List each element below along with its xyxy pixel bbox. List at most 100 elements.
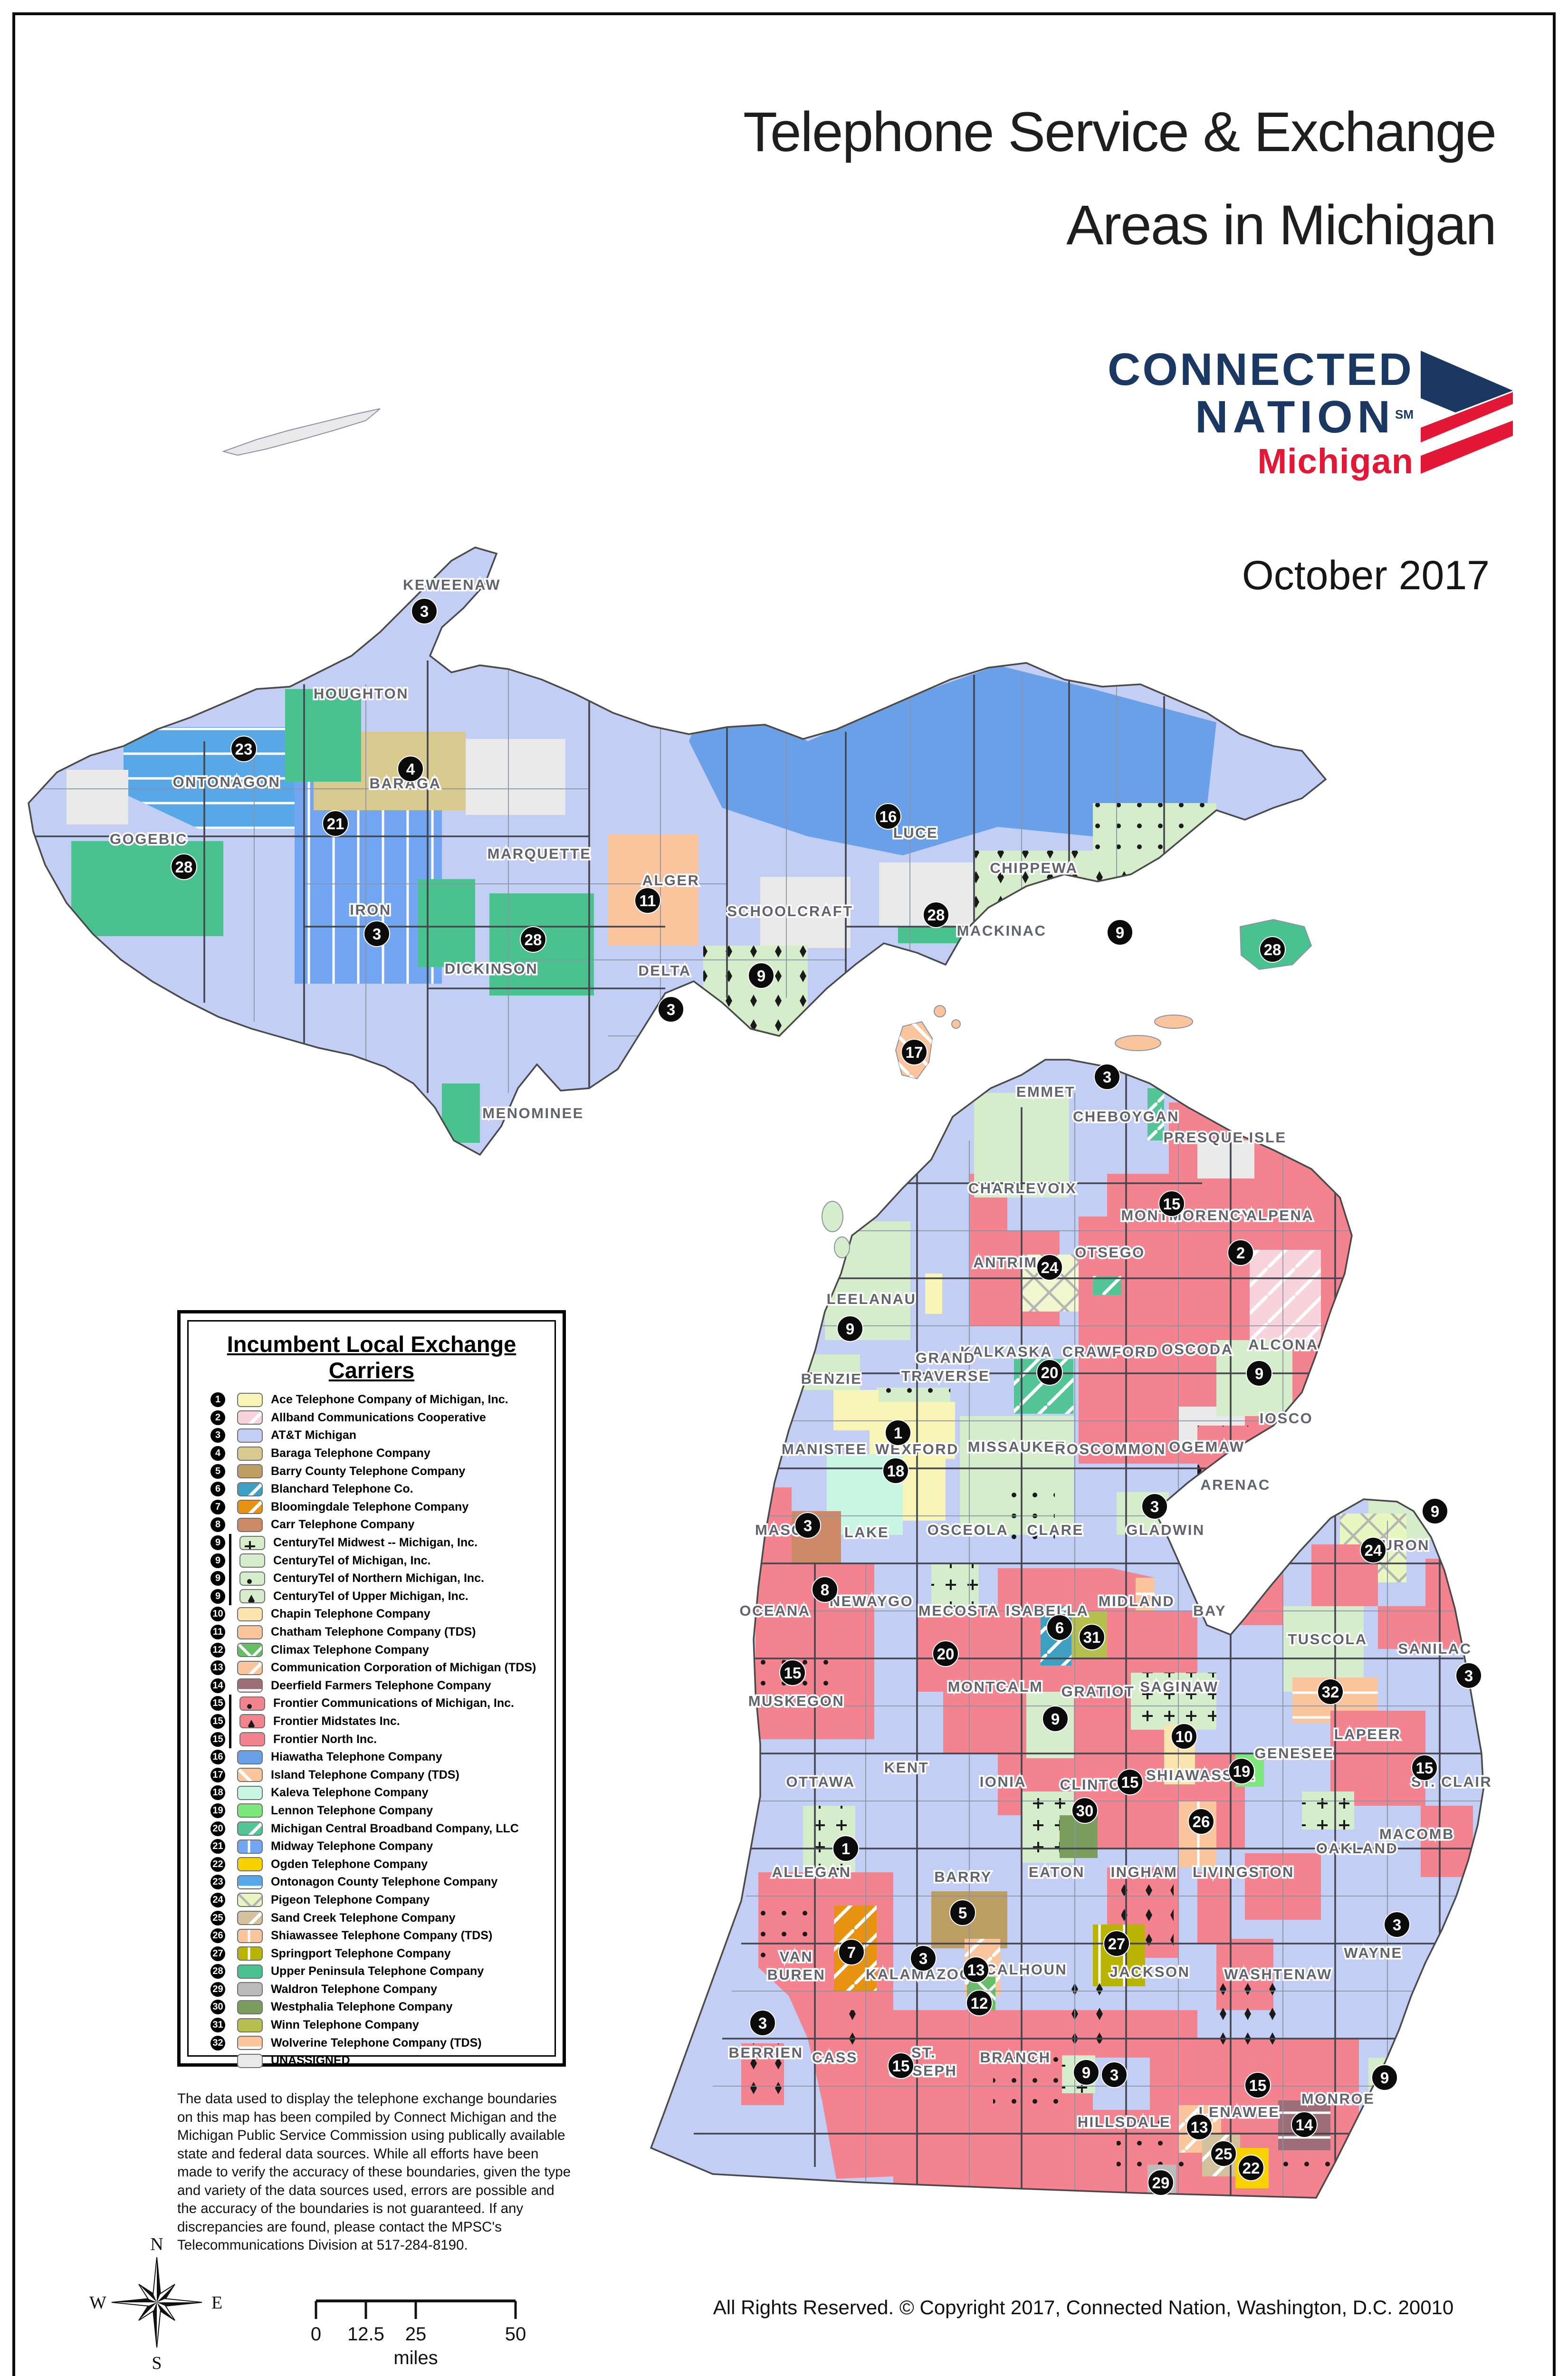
legend-label: Communication Corporation of Michigan (T… (271, 1661, 536, 1675)
page-title: Telephone Service & Exchange Areas in Mi… (743, 86, 1497, 272)
legend-number-badge: 32 (210, 2035, 225, 2050)
legend-swatch (237, 1428, 263, 1443)
map-marker: 13 (1186, 2114, 1213, 2140)
legend-row: 15 Frontier North Inc. (210, 1730, 555, 1748)
legend-row: 24 Pigeon Telephone Company (210, 1891, 555, 1909)
map-marker-number: 20 (937, 1645, 955, 1663)
county-label: GLADWIN (1126, 1522, 1205, 1538)
map-marker: 10 (1171, 1723, 1197, 1750)
county-label: SAGINAW (1140, 1678, 1219, 1695)
legend-label: Carr Telephone Company (271, 1518, 415, 1532)
legend-group-bracket (229, 2052, 237, 2070)
page-title-line2: Areas in Michigan (1066, 194, 1497, 257)
map-marker-number: 3 (1393, 1916, 1401, 1934)
map-marker-number: 4 (406, 760, 415, 778)
legend-number-badge: 4 (210, 1446, 225, 1461)
county-label: MENOMINEE (482, 1105, 584, 1121)
legend-number-badge: 9 (210, 1535, 225, 1551)
map-marker: 16 (875, 803, 901, 830)
legend-swatch (237, 1517, 263, 1532)
map-marker-number: 9 (1082, 2064, 1090, 2081)
map-date: October 2017 (1242, 553, 1490, 598)
county-label: TUSCOLA (1288, 1631, 1367, 1648)
logo-nation: NATIONSM (1195, 392, 1414, 442)
legend-row: 3 AT&T Michigan (210, 1427, 555, 1445)
legend-label: Bloomingdale Telephone Company (271, 1500, 469, 1514)
legend-number-badge: 23 (210, 1875, 225, 1890)
legend-number-badge: 11 (210, 1625, 225, 1640)
legend-row: 1 Ace Telephone Company of Michigan, Inc. (210, 1391, 555, 1409)
legend-swatch (239, 1553, 265, 1568)
map-marker: 18 (882, 1457, 909, 1484)
scale-tick-label: 12.5 (347, 2324, 384, 2345)
map-marker-number: 8 (821, 1581, 829, 1599)
county-label: CLARE (1027, 1522, 1083, 1538)
county-label: LAKE (844, 1524, 889, 1541)
legend-swatch (237, 1946, 263, 1961)
county-label: KENT (884, 1759, 929, 1776)
legend-group-bracket (229, 1909, 237, 1927)
legend-number-badge: 13 (210, 1660, 225, 1676)
map-marker: 15 (779, 1659, 806, 1686)
legend-label: Island Telephone Company (TDS) (271, 1768, 459, 1782)
map-marker: 28 (1259, 936, 1286, 963)
county-label: GRAND TRAVERSE (901, 1350, 990, 1384)
map-marker-number: 15 (892, 2057, 910, 2075)
county-label: ROSCOMMON (1055, 1441, 1166, 1457)
map-marker: 22 (1238, 2155, 1264, 2181)
county-label: MUSKEGON (748, 1693, 845, 1709)
map-marker-number: 3 (420, 603, 429, 620)
map-marker: 17 (901, 1039, 927, 1065)
legend-label: Frontier Midstates Inc. (273, 1714, 400, 1728)
map-marker-number: 3 (667, 1001, 675, 1018)
legend-group-bracket (229, 1587, 239, 1606)
map-marker-number: 26 (1193, 1813, 1210, 1830)
map-marker: 2 (1227, 1239, 1254, 1266)
map-marker-number: 22 (1243, 2159, 1260, 2177)
county-label: PRESQUE ISLE (1163, 1129, 1286, 1146)
county-label: ARENAC (1200, 1476, 1271, 1493)
map-marker-number: 15 (1249, 2077, 1267, 2094)
map-marker-number: 15 (1416, 1759, 1434, 1777)
map-marker-number: 3 (1150, 1498, 1159, 1515)
county-label: VAN BUREN (767, 1948, 826, 1983)
legend-label: Midway Telephone Company (271, 1839, 433, 1853)
map-marker-number: 11 (640, 892, 656, 910)
county-label: EATON (1029, 1864, 1085, 1880)
map-marker-number: 15 (784, 1664, 802, 1682)
legend-row: 17 Island Telephone Company (TDS) (210, 1766, 555, 1784)
logo-chevron-icon (1421, 351, 1513, 474)
legend-swatch (239, 1714, 265, 1729)
legend-swatch (237, 1500, 263, 1514)
legend-number-badge: 27 (210, 1946, 225, 1961)
county-label: HOUGHTON (314, 685, 409, 702)
map-marker: 31 (1079, 1624, 1105, 1650)
map-marker-number: 9 (1051, 1710, 1060, 1728)
legend-label: AT&T Michigan (271, 1428, 357, 1442)
legend-group-bracket (229, 1766, 237, 1784)
map-marker-number: 3 (803, 1517, 812, 1534)
county-label: CHARLEVOIX (968, 1180, 1077, 1197)
legend-row: 31 Winn Telephone Company (210, 2016, 555, 2034)
legend-number-badge: 9 (210, 1553, 225, 1568)
legend-swatch (237, 1625, 263, 1639)
legend-group-bracket (229, 1730, 239, 1748)
map-marker-number: 3 (1110, 2066, 1119, 2084)
legend-swatch (237, 1607, 263, 1621)
county-label: WASHTENAW (1224, 1966, 1332, 1983)
connected-nation-logo: CONNECTED NATIONSM Michigan (1071, 346, 1523, 489)
scale-tick-label: 50 (505, 2324, 526, 2345)
legend-swatch (237, 1839, 263, 1854)
map-marker-number: 17 (906, 1044, 923, 1061)
legend-row: 13 Communication Corporation of Michigan … (210, 1659, 555, 1677)
legend-number-badge: 20 (210, 1821, 225, 1836)
legend-swatch (237, 2053, 263, 2068)
legend-label: Wolverine Telephone Company (TDS) (271, 2036, 482, 2050)
county-label: KALAMAZOO (866, 1966, 972, 1983)
county-label: ALGER (642, 872, 700, 889)
map-marker-number: 9 (1116, 924, 1124, 941)
scale-tick-label: 0 (311, 2324, 321, 2345)
map-marker-number: 1 (841, 1840, 850, 1858)
map-marker-number: 3 (373, 925, 381, 943)
map-marker: 1 (885, 1419, 911, 1446)
